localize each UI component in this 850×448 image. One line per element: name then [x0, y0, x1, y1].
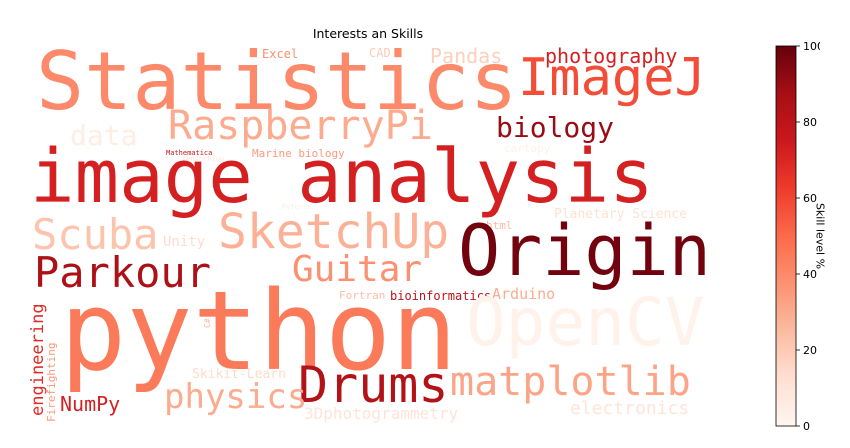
word-unity: Unity: [163, 234, 206, 250]
colorbar-tick-label: 20: [803, 344, 817, 357]
chart-title: Interests an Skills: [312, 26, 424, 41]
word-imagej: ImageJ: [518, 48, 706, 108]
word-3dphotogrammetry: 3Dphotogrammetry: [304, 404, 459, 423]
colorbar: 0 20 40 60 80 100: [775, 40, 820, 430]
word-arduino: Arduino: [492, 285, 556, 303]
word-planetary-science: Planetary Science: [554, 207, 688, 222]
word-cad: CAD: [369, 46, 391, 60]
word-cloud: Statistics ImageJ photography Pandas CAD Exce…: [30, 40, 706, 424]
word-parkour: Parkour: [34, 248, 212, 297]
word-matplotlib: matplotlib: [450, 359, 691, 405]
word-scuba: Scuba: [32, 210, 159, 259]
word-excel: Excel: [262, 47, 299, 61]
word-origin: Origin: [458, 210, 706, 292]
word-bioinformatics: bioinformatics: [390, 289, 492, 303]
colorbar-tick-label: 0: [803, 420, 810, 430]
word-numpy: NumPy: [60, 392, 121, 416]
word-fortran: Fortran: [339, 289, 386, 302]
word-pytorch: PyTorch: [282, 203, 312, 211]
word-drums: Drums: [298, 356, 449, 414]
word-tensorflow: TensorFlow: [182, 155, 225, 163]
word-skikit-learn: Skikit-Learn: [192, 367, 286, 382]
word-cartopy: cartopy: [504, 142, 551, 155]
word-pandas: Pandas: [430, 44, 503, 68]
word-firefighting: Firefighting: [45, 342, 58, 422]
word-image-analysis: image analysis: [30, 134, 654, 220]
word-physics: physics: [164, 377, 308, 417]
colorbar-tick-label: 80: [803, 116, 817, 129]
word-mathematica: Mathematica: [166, 149, 213, 157]
colorbar-label: Skill level %: [813, 202, 827, 270]
word-opencv: OpenCV: [466, 284, 705, 361]
word-python: python: [60, 267, 458, 395]
word-sketchup: SketchUp: [218, 204, 450, 260]
word-html: html: [486, 219, 513, 232]
word-statistics: Statistics: [36, 40, 518, 128]
word-c-: C#: [203, 318, 212, 328]
word-raspberrypi: RaspberryPi: [168, 103, 433, 149]
colorbar-tick-label: 100: [803, 40, 820, 53]
word-guitar: Guitar: [292, 249, 423, 290]
colorbar-gradient: [775, 45, 797, 427]
word-data: data: [70, 119, 138, 152]
word-biology: biology: [496, 111, 615, 144]
word-electronics: electronics: [570, 398, 690, 419]
word-marine-biology: Marine biology: [252, 147, 345, 160]
colorbar-tick-label: 40: [803, 268, 817, 281]
word-photography: photography: [545, 44, 678, 68]
colorbar-tick-label: 60: [803, 192, 817, 205]
